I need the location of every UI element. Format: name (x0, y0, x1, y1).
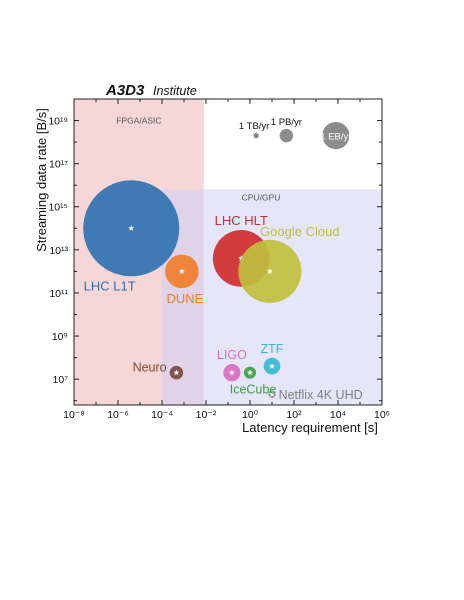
star-netflix-4k-uhd (268, 391, 276, 397)
size-legend-1-pb-yr (279, 128, 294, 143)
y-tick-label: 10⁷ (53, 374, 69, 386)
bubbles-layer (83, 180, 302, 398)
star-lhc-l1t (128, 225, 135, 231)
region-label-cpu: CPU/GPU (242, 193, 281, 203)
y-tick-label: 10¹³ (49, 245, 68, 257)
x-tick-label: 10⁻⁴ (151, 409, 173, 421)
label-google-cloud: Google Cloud (260, 224, 340, 239)
x-tick-label: 10⁰ (242, 409, 259, 421)
label-netflix-4k-uhd: Netflix 4K UHD (279, 388, 363, 402)
size-legend-label-1-eb-yr: 1 EB/yr (320, 132, 351, 143)
x-tick-label: 10⁶ (374, 409, 390, 421)
x-tick-label: 10⁻⁶ (107, 409, 129, 421)
x-tick-label: 10⁻² (196, 409, 217, 421)
label-ligo: LIGO (217, 348, 247, 362)
label-dune: DUNE (166, 291, 203, 306)
y-tick-label: 10¹⁷ (49, 159, 68, 171)
star-ligo (228, 369, 235, 376)
star-dune (178, 268, 185, 274)
x-tick-label: 10⁴ (330, 409, 346, 421)
size-legend-label-1-pb-yr: 1 PB/yr (271, 117, 302, 128)
y-tick-label: 10¹⁵ (48, 202, 68, 214)
star-google-cloud (266, 268, 273, 274)
star-icecube (246, 369, 254, 376)
label-neuro: Neuro (133, 361, 167, 375)
labels-layer: FPGA/ASIC CPU/GPU LHC L1T DUNE LHC HLTGoogle… (84, 116, 363, 403)
size-legend-layer (253, 122, 350, 150)
y-tick-label: 10¹¹ (49, 288, 68, 300)
ticks-layer: 10⁻⁸ 10⁻⁶ 10⁻⁴ 10⁻² 10⁰ 10² 10⁴ 10⁶ 10⁷ 10⁹ 10¹¹ 10… (48, 98, 390, 421)
y-tick-label: 10⁹ (52, 331, 68, 343)
label-icecube: IceCube (230, 383, 277, 397)
brand-logo: A3D3 (105, 82, 145, 99)
size-legend-label-1-tb-yr: 1 TB/yr (239, 121, 269, 132)
x-tick-label: 10⁻⁸ (63, 409, 85, 421)
star-lhc-hlt (238, 255, 245, 262)
size-legend-1-tb-yr (253, 132, 259, 139)
plot-area (74, 99, 382, 405)
star-neuro (173, 369, 180, 376)
star-ztf (268, 362, 276, 369)
label-lhc-hlt: LHC HLT (215, 213, 268, 228)
label-lhc-l1t: LHC L1T (84, 278, 136, 293)
label-ztf: ZTF (261, 342, 284, 356)
y-tick-label: 10¹⁹ (48, 116, 68, 128)
region-label-fpga: FPGA/ASIC (116, 116, 161, 126)
size-legend-1-eb-yr (322, 122, 350, 150)
x-axis-title: Latency requirement [s] (242, 420, 378, 435)
y-axis-title: Streaming data rate [B/s] (34, 108, 49, 252)
brand-suffix: Institute (153, 84, 197, 98)
x-tick-label: 10² (286, 409, 302, 421)
